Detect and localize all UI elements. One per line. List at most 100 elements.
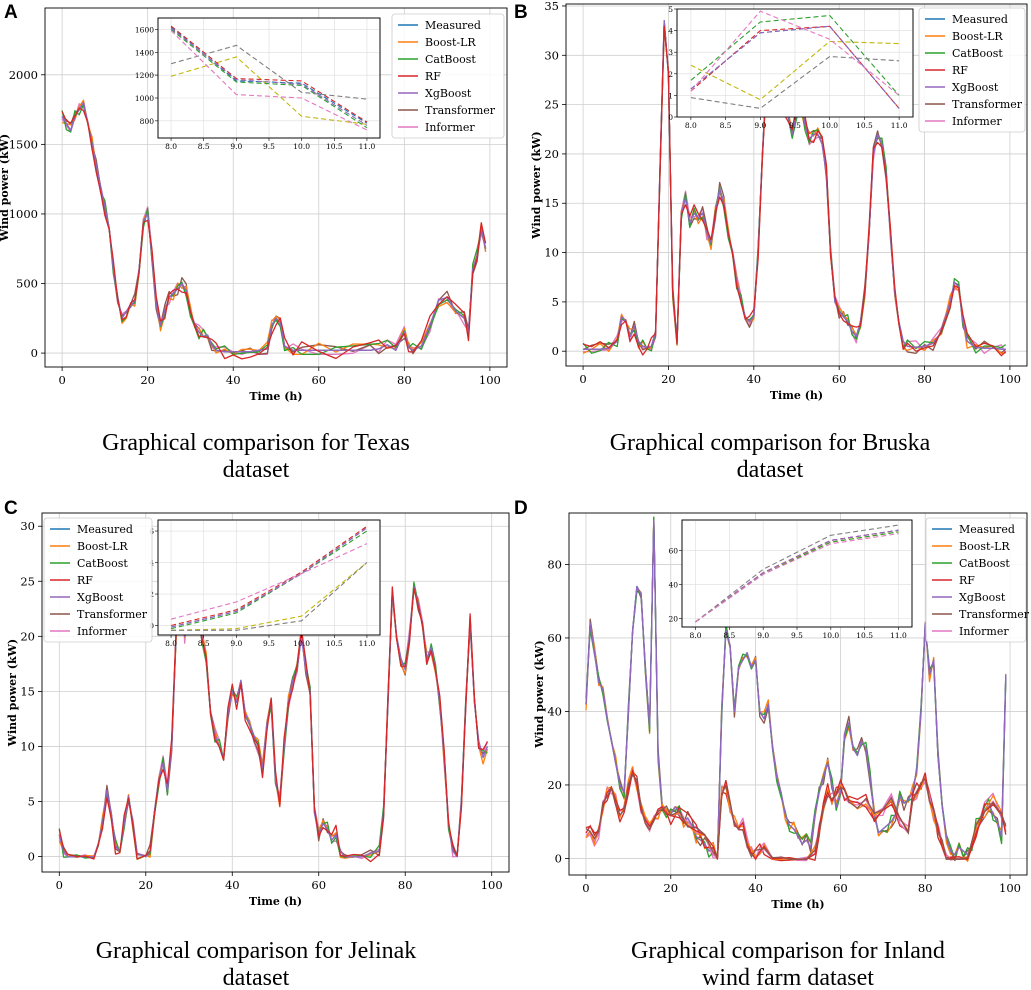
- x-tick-label: 40: [225, 878, 240, 892]
- legend-label-xgboost: XgBoost: [952, 81, 999, 94]
- inset-series-rf: [170, 525, 368, 627]
- caption-b-line1: Graphical comparison for Bruska: [610, 430, 931, 456]
- legend-label-measured: Measured: [959, 523, 1015, 536]
- legend-label-boost-lr: Boost-LR: [425, 36, 476, 49]
- y-tick-label: 30: [544, 48, 559, 62]
- inset-series-rf: [170, 25, 368, 123]
- inset-series-catboost: [170, 28, 368, 129]
- caption-b-line2: dataset: [737, 457, 804, 483]
- axes-frame: [568, 512, 1028, 876]
- inset-y-tick-label: 1000: [135, 94, 154, 103]
- legend-label-xgboost: XgBoost: [425, 87, 472, 100]
- legend-label-xgboost: XgBoost: [77, 591, 124, 604]
- inset-series-boost-lr: [170, 56, 367, 125]
- inset-x-tick-label: 10.0: [293, 142, 310, 151]
- inset-x-tick-label: 11.0: [890, 631, 907, 640]
- legend-label-transformer: Transformer: [952, 98, 1023, 111]
- inset-series-xgboost: [170, 527, 368, 628]
- inset-series-transformer: [690, 55, 900, 109]
- inset-x-tick-label: 8.0: [685, 121, 697, 130]
- legend-label-transformer: Transformer: [959, 608, 1030, 621]
- legend-d: Measured Boost-LR CatBoost RF XgBoost Transfo…: [925, 517, 1030, 643]
- inset-x-tick-label: 8.5: [198, 639, 210, 648]
- x-tick-label: 0: [579, 372, 586, 386]
- inset-x-tick-label: 10.0: [822, 631, 839, 640]
- legend-label-informer: Informer: [77, 625, 127, 638]
- legend-label-rf: RF: [952, 64, 968, 77]
- y-tick-label: 20: [547, 778, 562, 792]
- y-tick-label: 5: [28, 795, 35, 809]
- inset-series-transformer: [170, 44, 367, 100]
- x-tick-label: 0: [58, 373, 65, 387]
- legend-label-transformer: Transformer: [77, 608, 148, 621]
- x-tick-label: 20: [663, 881, 678, 895]
- legend-c: Measured Boost-LR CatBoost RF XgBoost Transfo…: [43, 517, 153, 643]
- x-tick-label: 60: [832, 372, 847, 386]
- inset-x-tick-label: 11.0: [891, 121, 908, 130]
- inset-x-tick-label: 10.5: [856, 121, 873, 130]
- inset-y-tick-label: 1400: [135, 48, 154, 57]
- y-axis-label: Wind power (kW): [6, 639, 19, 747]
- y-axis-label: Wind power (kW): [533, 640, 546, 748]
- x-tick-label: 20: [138, 878, 153, 892]
- inset-series-informer: [690, 10, 900, 96]
- y-tick-label: 40: [547, 704, 562, 718]
- legend-box: [43, 517, 153, 643]
- y-tick-label: 0: [552, 344, 559, 358]
- series-group: [585, 516, 1007, 862]
- series-low-transformer: [585, 774, 1007, 860]
- y-tick-label: 500: [16, 277, 38, 291]
- x-tick-label: 0: [56, 878, 63, 892]
- inset-series-catboost: [170, 530, 368, 630]
- inset-y-tick-label: 800: [140, 117, 155, 126]
- inset-x-tick-label: 10.0: [821, 121, 838, 130]
- x-tick-label: 100: [999, 881, 1021, 895]
- panel-letter-b: B: [514, 2, 528, 23]
- inset-series-boost-lr: [171, 562, 368, 631]
- inset-x-tick-label: 9.5: [791, 631, 803, 640]
- x-tick-label: 80: [918, 881, 933, 895]
- y-tick-label: 15: [544, 196, 559, 210]
- inset-x-tick-label: 9.5: [263, 639, 275, 648]
- y-tick-label: 0: [555, 851, 562, 865]
- inset-series-transformer: [171, 562, 368, 631]
- y-tick-label: 25: [544, 98, 559, 112]
- x-tick-label: 100: [999, 372, 1021, 386]
- inset-series-informer: [170, 543, 368, 620]
- series-xgboost: [61, 101, 487, 353]
- inset-x-tick-label: 9.5: [789, 121, 801, 130]
- y-tick-label: 80: [547, 557, 562, 571]
- inset-x-tick-label: 9.5: [263, 142, 275, 151]
- panel-letter-a: A: [4, 2, 18, 23]
- inset-x-tick-label: 8.0: [690, 631, 702, 640]
- inset-x-tick-label: 8.0: [165, 639, 177, 648]
- legend-box: [918, 7, 1026, 133]
- series-xgboost: [585, 519, 1007, 860]
- legend-label-boost-lr: Boost-LR: [77, 540, 128, 553]
- x-axis-label: Time (h): [249, 895, 302, 908]
- inset-x-tick-label: 9.0: [230, 639, 242, 648]
- x-axis-label: Time (h): [771, 898, 824, 911]
- y-tick-label: 1000: [9, 207, 38, 221]
- chart-d: 0 20 40 60 80 100 0 20 40 60 80 Time (h) Wind power …: [533, 512, 1030, 911]
- x-tick-label: 100: [481, 878, 503, 892]
- y-tick-label: 5: [552, 295, 559, 309]
- caption-a-line1: Graphical comparison for Texas: [102, 430, 410, 456]
- x-tick-label: 60: [311, 878, 326, 892]
- x-tick-label: 20: [140, 373, 155, 387]
- legend-box: [925, 517, 1027, 643]
- series-group: [61, 99, 487, 360]
- x-tick-label: 100: [479, 373, 501, 387]
- inset-x-tick-label: 8.5: [198, 142, 210, 151]
- inset-x-tick-label: 9.0: [230, 142, 242, 151]
- legend-label-measured: Measured: [77, 523, 133, 536]
- y-tick-label: 20: [544, 147, 559, 161]
- caption-d-line1: Graphical comparison for Inland: [631, 938, 945, 964]
- legend-label-catboost: CatBoost: [959, 557, 1010, 570]
- inset-y-tick-label: 2: [668, 70, 673, 79]
- y-tick-label: 0: [28, 850, 35, 864]
- y-tick-label: 15: [20, 684, 35, 698]
- inset-x-tick-label: 8.5: [720, 121, 732, 130]
